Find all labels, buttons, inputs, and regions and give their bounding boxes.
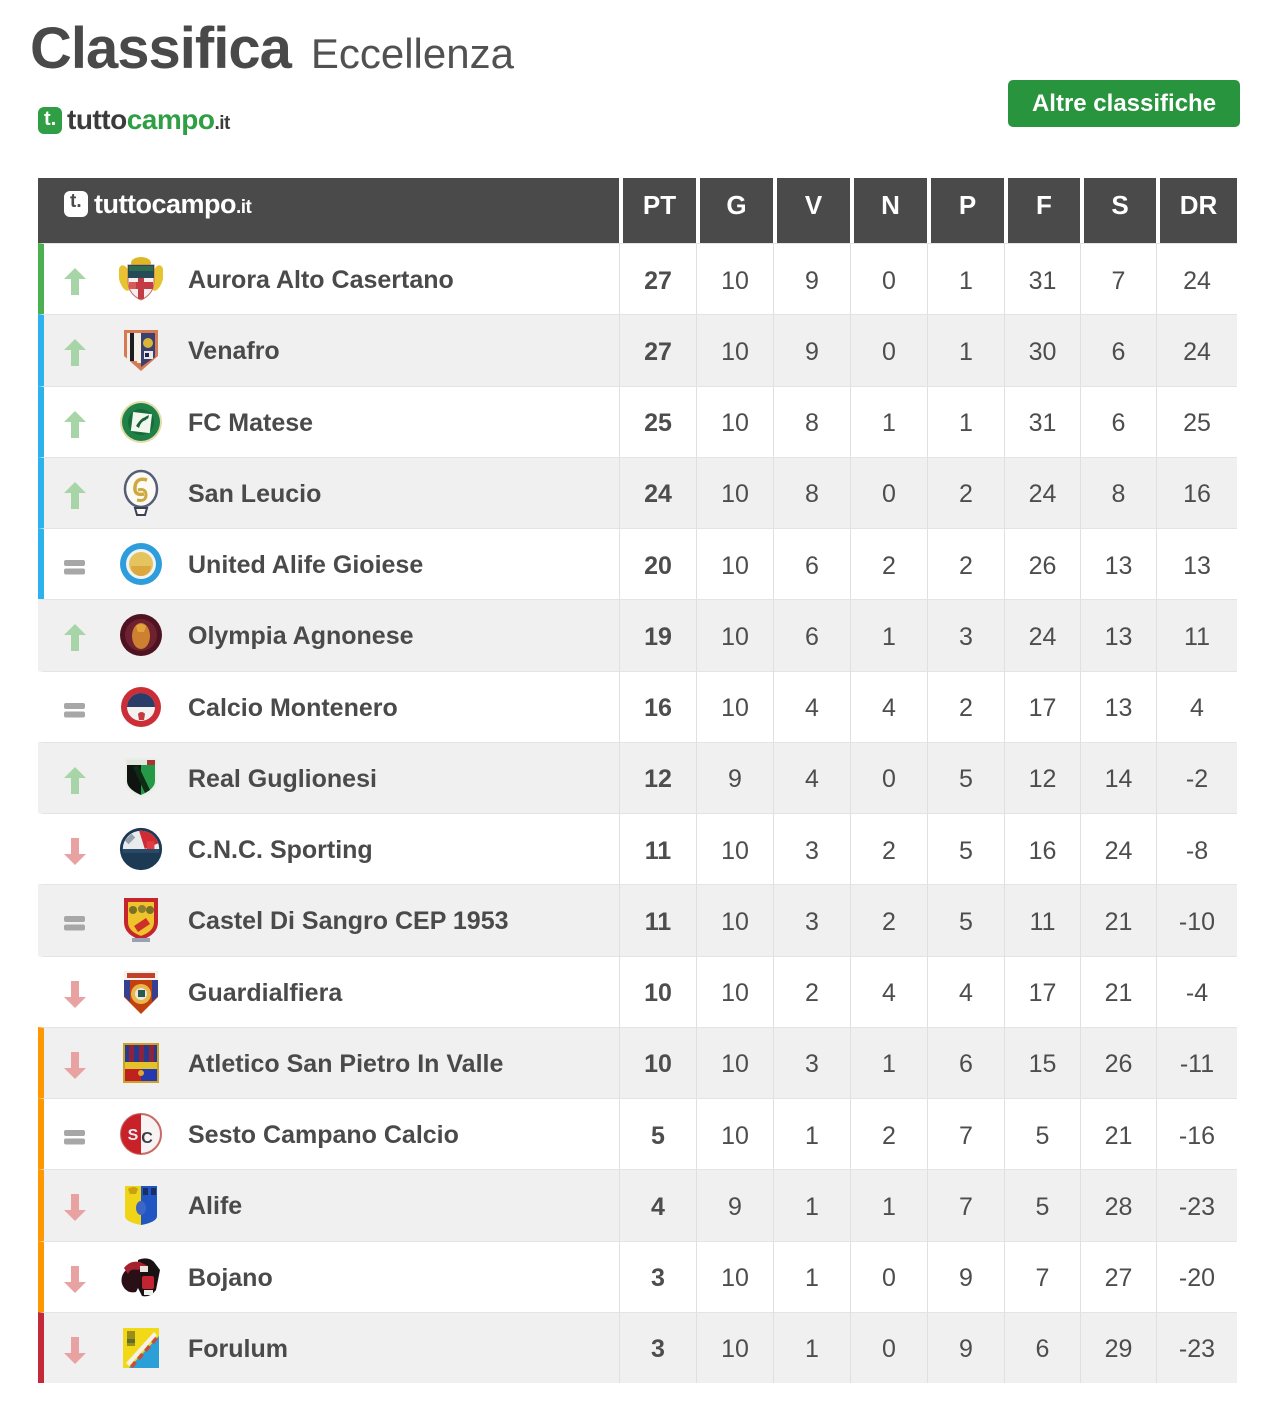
svg-text:S: S xyxy=(128,1127,139,1144)
svg-text:C: C xyxy=(141,1130,153,1147)
